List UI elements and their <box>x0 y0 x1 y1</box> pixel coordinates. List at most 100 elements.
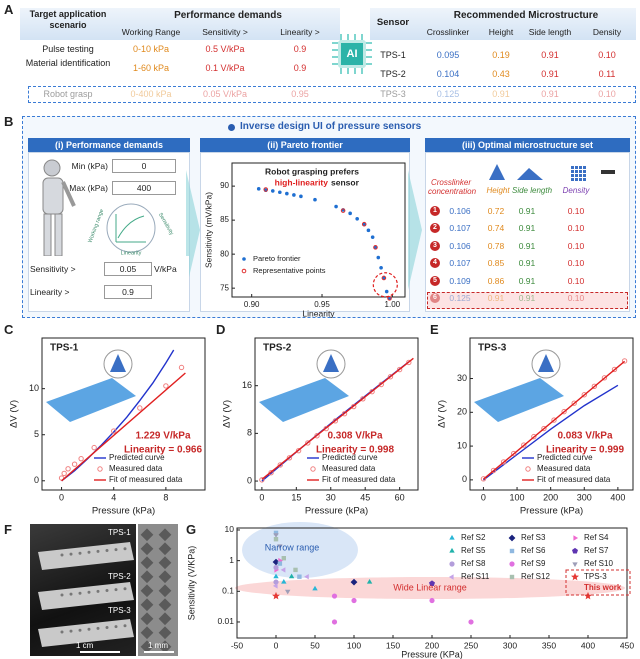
table-cell: 0.86 <box>487 275 505 286</box>
field-label: Max (kPa) <box>69 183 108 193</box>
table-cell: 0.91 <box>487 293 505 303</box>
legend-label: Fit of measured data <box>109 475 183 484</box>
marker <box>111 428 117 434</box>
row-number: 6 <box>430 293 440 303</box>
annotation: 1.229 V/kPa <box>135 431 190 442</box>
marker <box>295 447 302 454</box>
table-cell: 0.74 <box>487 223 505 234</box>
table-cell: 1-60 kPa <box>132 63 170 73</box>
marker <box>366 579 373 584</box>
highlight-row <box>427 292 628 309</box>
line-chart: 0 100 200 300 400 0 10 20 30 Pressure (kPa) ΔV (V)… <box>437 337 634 517</box>
marker <box>541 425 547 432</box>
x-tick-label: 4 <box>111 492 116 502</box>
diagram-axes <box>115 214 146 243</box>
density-icon <box>583 174 586 177</box>
marker <box>341 411 348 417</box>
strip-dot <box>114 625 118 629</box>
marker <box>272 591 280 600</box>
annotation: Robot grasping prefers <box>265 166 359 176</box>
marker <box>272 583 278 589</box>
plot-frame <box>254 337 419 491</box>
legend-label: Ref S7 <box>584 546 609 555</box>
pyramid-cell <box>140 598 154 612</box>
sensor-film-illustration <box>46 378 136 422</box>
x-axis-label: Pressure (kPa) <box>520 506 583 517</box>
marker <box>551 417 557 423</box>
pyramid-cell <box>158 542 172 556</box>
pyramid-cell <box>158 556 172 570</box>
marker <box>263 187 269 192</box>
marker <box>71 461 78 467</box>
marker <box>310 466 316 472</box>
column-subheader: Height <box>488 27 514 37</box>
table-cell: 0.91 <box>518 206 536 216</box>
x-tick-label: 0 <box>59 492 64 502</box>
x-tick-label: 450 <box>620 640 634 650</box>
x-tick-label: 0 <box>259 492 264 502</box>
marker <box>312 585 318 591</box>
density-icon <box>575 178 578 181</box>
table-cell: 0.91 <box>518 240 536 251</box>
strip-dot <box>69 629 73 633</box>
marker <box>348 211 352 216</box>
diagram-circle <box>106 203 156 253</box>
strip-dot <box>105 589 109 592</box>
y-tick-label: 0.1 <box>222 586 234 596</box>
y-axis-label: ΔV (V) <box>437 400 448 428</box>
table-cell: 0.91 <box>518 293 536 303</box>
marker <box>331 593 338 599</box>
line-series <box>261 357 414 480</box>
marker <box>340 208 346 213</box>
column-header: Recommended Microstructure <box>453 10 599 21</box>
strip-dot <box>60 553 64 557</box>
marker <box>270 189 275 193</box>
marker <box>370 235 375 239</box>
y-tick-label: 75 <box>220 283 229 292</box>
legend-label: Ref S3 <box>521 533 546 542</box>
column-header: Sensor <box>376 17 410 28</box>
panel-label: A <box>4 2 14 17</box>
ai-chip: AI <box>338 40 366 68</box>
x-tick-label: 60 <box>395 492 405 502</box>
table-cell: 0-400 kPa <box>130 89 172 99</box>
marker <box>366 228 371 233</box>
column-subheader: Density <box>592 27 622 37</box>
legend-label: Measured data <box>537 464 591 473</box>
pyramid-cell <box>140 556 154 570</box>
marker <box>350 578 358 586</box>
table-cell: 0.107 <box>449 258 471 269</box>
strip-dot <box>123 624 127 628</box>
legend-label: TPS-3 <box>584 572 607 581</box>
marker <box>571 572 579 581</box>
row-number: 5 <box>430 275 440 286</box>
plot-frame <box>41 337 206 491</box>
y-tick-label: 80 <box>220 249 229 258</box>
legend-label: Ref S5 <box>461 546 486 555</box>
x-tick-label: 300 <box>503 640 517 650</box>
density-icon <box>583 170 586 173</box>
pyramid-cell <box>158 598 172 612</box>
y-axis-label: Sensitivity (V/KPa) <box>186 546 196 621</box>
table-cell: 0.106 <box>449 206 471 216</box>
line-series <box>482 360 626 480</box>
annotation: sensor <box>331 177 360 187</box>
column-header: Density <box>562 186 590 195</box>
strip-dot <box>60 593 64 597</box>
input-box: 400 <box>112 181 176 195</box>
sensor-strip <box>38 542 134 570</box>
marker <box>314 433 320 439</box>
legend-label: Measured data <box>322 464 376 473</box>
diagram-label: Working range <box>88 208 106 244</box>
pyramid-cell <box>158 626 172 640</box>
row-number: 4 <box>430 258 440 269</box>
table-cell: 0.104 <box>436 69 460 79</box>
strip-dot <box>69 592 73 596</box>
marker <box>281 556 286 561</box>
strip-dot <box>105 549 109 552</box>
table-cell: 0.095 <box>436 50 460 60</box>
marker <box>525 466 531 472</box>
row-number: 3 <box>430 240 440 251</box>
column-subheader: Working Range <box>121 27 181 37</box>
table-cell: TPS-3 <box>380 89 406 99</box>
